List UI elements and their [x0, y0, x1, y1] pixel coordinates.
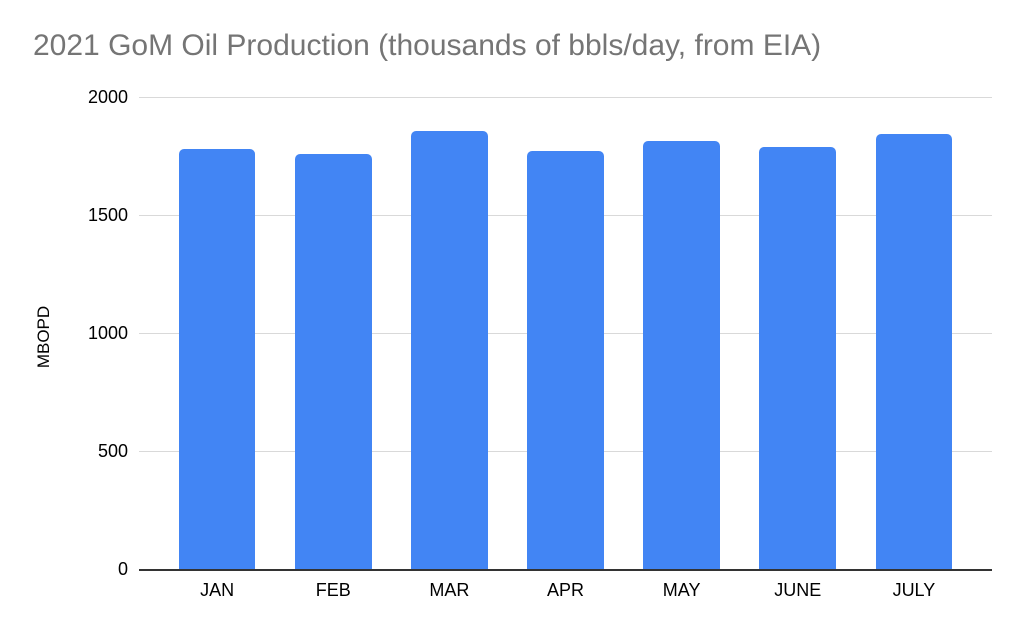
y-tick-label: 1500: [87, 205, 128, 225]
bar-mar: [411, 131, 488, 569]
x-tick-label: FEB: [315, 580, 351, 600]
y-tick-label: 1000: [87, 323, 128, 343]
plot-area: [139, 97, 992, 571]
bar-may: [643, 140, 720, 569]
x-axis-labels: JAN FEB MAR APR MAY JUNE JULY: [139, 580, 992, 601]
y-tick-label: 2000: [87, 87, 128, 107]
bar-series: [139, 97, 992, 569]
chart-title: 2021 GoM Oil Production (thousands of bb…: [33, 29, 822, 62]
bar-slot-july: [856, 97, 972, 569]
bar-jan: [178, 148, 256, 569]
bar-july: [875, 133, 953, 569]
y-tick-label: 0: [117, 559, 128, 579]
bar-slot-mar: [391, 97, 507, 569]
bar-slot-may: [624, 97, 740, 569]
x-tick-label: JUNE: [774, 580, 822, 600]
x-tick-label: MAY: [662, 580, 701, 600]
bar-apr: [527, 151, 604, 569]
x-tick-label: JULY: [892, 580, 936, 600]
bar-slot-feb: [275, 97, 391, 569]
bar-feb: [294, 153, 372, 569]
x-tick-label: MAR: [429, 580, 470, 600]
gridline-2000: [139, 97, 992, 98]
x-tick-label: APR: [546, 580, 584, 600]
bar-june: [759, 146, 837, 569]
bar-slot-june: [740, 97, 856, 569]
y-tick-label: 500: [97, 441, 128, 461]
x-tick-label: JAN: [200, 580, 235, 600]
bar-slot-jan: [159, 97, 275, 569]
bar-slot-apr: [507, 97, 623, 569]
